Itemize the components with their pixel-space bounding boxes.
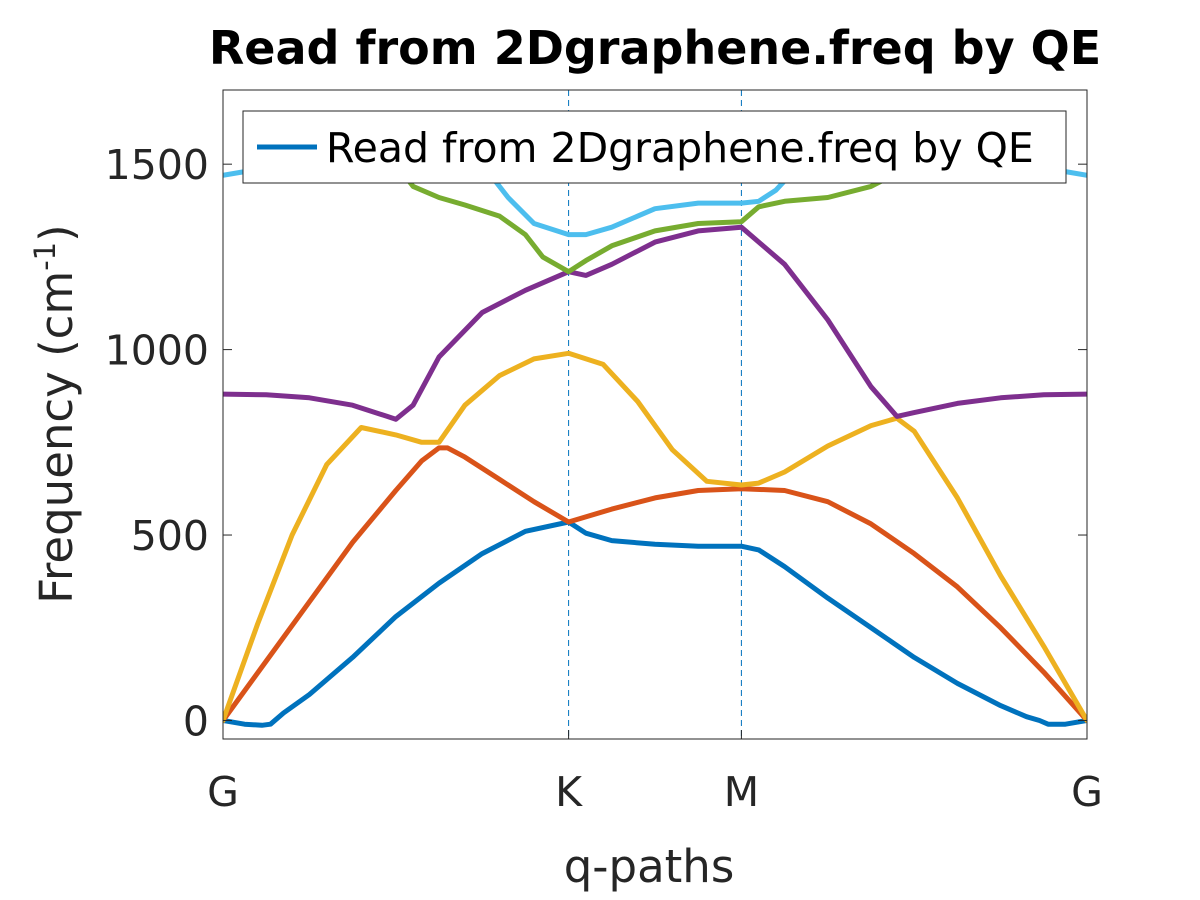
high-symmetry-lines xyxy=(568,90,742,739)
x-axis-label: q-paths xyxy=(564,840,735,893)
y-ticks: 0 500 1000 1500 xyxy=(105,141,1087,745)
y-axis-label-close: ) xyxy=(30,224,83,242)
y-tick-label: 500 xyxy=(131,512,209,560)
series-line-3 xyxy=(223,350,1087,723)
series-line-1 xyxy=(223,519,1087,728)
legend-box xyxy=(242,110,1067,184)
series-line-5 xyxy=(376,139,917,275)
y-tick-label: 1500 xyxy=(105,141,209,189)
series-line-2 xyxy=(223,445,1087,723)
plot-area xyxy=(223,90,1087,739)
x-tick-label: G xyxy=(207,768,239,816)
x-tick-label: M xyxy=(724,768,759,816)
y-tick-label: 0 xyxy=(183,697,209,745)
legend: Read from 2Dgraphene.freq by QE xyxy=(242,110,1067,184)
axes-box xyxy=(222,89,1088,740)
legend-label: Read from 2Dgraphene.freq by QE xyxy=(326,124,1034,172)
chart-title: Read from 2Dgraphene.freq by QE xyxy=(209,21,1101,75)
y-axis-label-main: Frequency (cm xyxy=(30,271,83,604)
x-tick-label: G xyxy=(1071,768,1103,816)
y-tick-label: 1000 xyxy=(105,327,209,375)
y-axis-label: Frequency (cm-1) xyxy=(28,224,83,603)
x-tick-label: K xyxy=(555,768,583,816)
y-axis-label-exponent: -1 xyxy=(28,242,62,271)
series-line-4 xyxy=(223,224,1087,422)
